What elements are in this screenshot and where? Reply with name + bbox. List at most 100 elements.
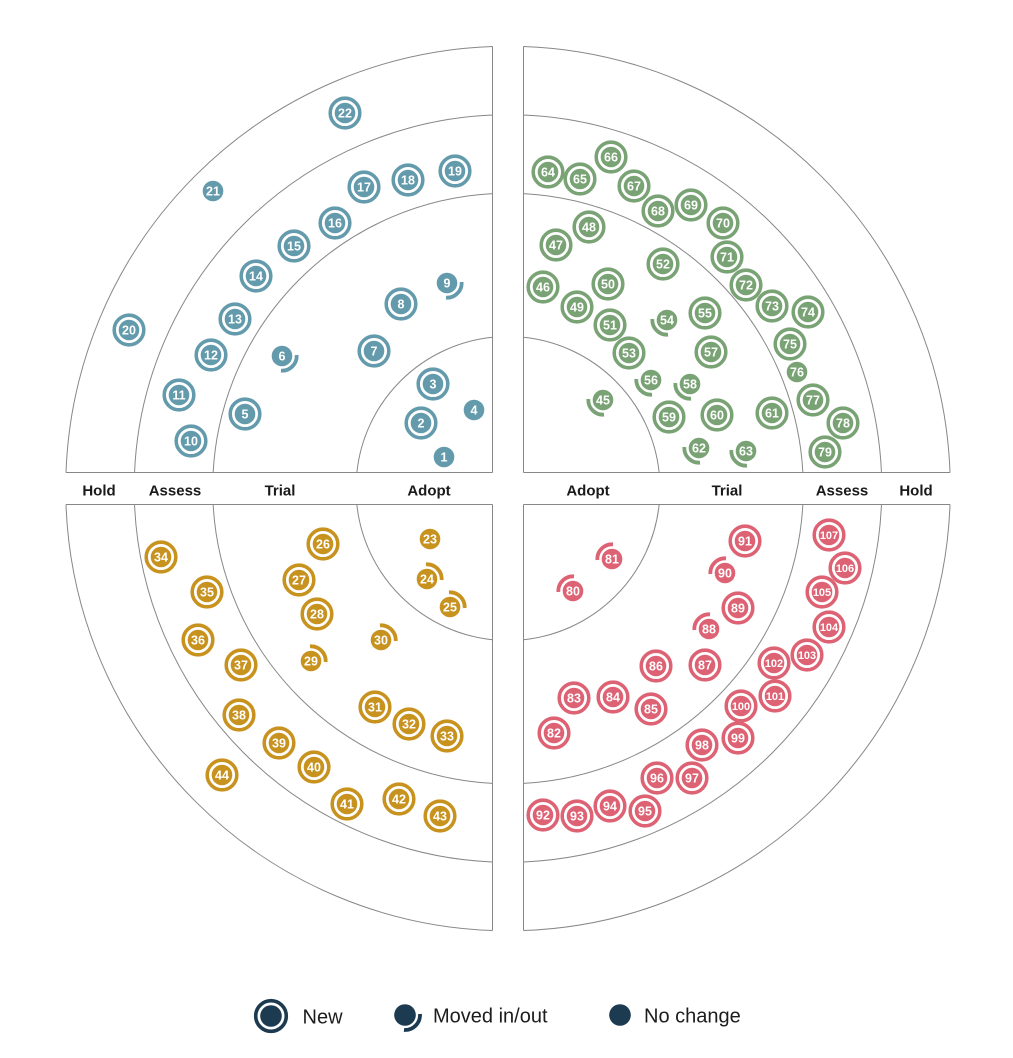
svg-text:30: 30: [374, 634, 388, 648]
svg-text:94: 94: [603, 800, 617, 814]
svg-text:27: 27: [292, 574, 306, 588]
svg-text:78: 78: [836, 417, 850, 431]
svg-text:No change: No change: [644, 1006, 741, 1028]
svg-text:90: 90: [718, 567, 732, 581]
svg-text:18: 18: [401, 174, 415, 188]
svg-text:35: 35: [200, 586, 214, 600]
svg-text:45: 45: [596, 394, 610, 408]
svg-text:99: 99: [731, 732, 745, 746]
svg-text:24: 24: [420, 573, 434, 587]
svg-text:101: 101: [766, 691, 784, 703]
svg-text:17: 17: [357, 181, 371, 195]
svg-text:44: 44: [215, 769, 229, 783]
svg-text:Adopt: Adopt: [566, 483, 609, 500]
svg-text:74: 74: [801, 306, 815, 320]
svg-text:80: 80: [566, 585, 580, 599]
svg-text:New: New: [303, 1007, 344, 1029]
svg-text:10: 10: [184, 435, 198, 449]
svg-text:41: 41: [340, 798, 354, 812]
svg-text:8: 8: [398, 298, 405, 312]
svg-text:107: 107: [820, 530, 838, 542]
svg-text:86: 86: [649, 660, 663, 674]
svg-text:84: 84: [606, 691, 620, 705]
svg-text:96: 96: [650, 772, 664, 786]
svg-text:47: 47: [549, 239, 563, 253]
svg-text:31: 31: [368, 701, 382, 715]
svg-text:91: 91: [738, 535, 752, 549]
svg-text:32: 32: [402, 718, 416, 732]
svg-text:102: 102: [765, 658, 783, 670]
svg-text:Trial: Trial: [712, 483, 743, 500]
svg-text:52: 52: [656, 258, 670, 272]
svg-text:88: 88: [702, 623, 716, 637]
svg-text:54: 54: [660, 314, 674, 328]
svg-text:15: 15: [287, 240, 301, 254]
svg-text:20: 20: [122, 324, 136, 338]
svg-text:103: 103: [798, 650, 816, 662]
svg-text:22: 22: [338, 107, 352, 121]
svg-text:83: 83: [567, 692, 581, 706]
svg-text:21: 21: [206, 185, 220, 199]
svg-text:6: 6: [279, 350, 286, 364]
svg-text:39: 39: [272, 737, 286, 751]
svg-text:Moved in/out: Moved in/out: [433, 1006, 548, 1028]
svg-text:49: 49: [570, 301, 584, 315]
svg-text:58: 58: [683, 378, 697, 392]
svg-text:89: 89: [731, 602, 745, 616]
svg-text:69: 69: [684, 199, 698, 213]
svg-text:67: 67: [627, 180, 641, 194]
svg-text:Adopt: Adopt: [407, 483, 450, 500]
svg-text:33: 33: [440, 730, 454, 744]
svg-text:77: 77: [806, 394, 820, 408]
svg-text:Hold: Hold: [899, 483, 932, 500]
svg-text:2: 2: [418, 417, 425, 431]
svg-text:Assess: Assess: [816, 483, 869, 500]
svg-text:53: 53: [622, 347, 636, 361]
svg-text:55: 55: [698, 307, 712, 321]
svg-text:28: 28: [310, 608, 324, 622]
svg-text:26: 26: [316, 538, 330, 552]
svg-text:37: 37: [234, 659, 248, 673]
svg-text:48: 48: [582, 221, 596, 235]
svg-text:9: 9: [444, 277, 451, 291]
svg-text:72: 72: [739, 279, 753, 293]
svg-text:42: 42: [392, 793, 406, 807]
svg-text:95: 95: [638, 805, 652, 819]
svg-text:36: 36: [191, 634, 205, 648]
svg-text:23: 23: [423, 533, 437, 547]
svg-text:85: 85: [644, 703, 658, 717]
svg-text:38: 38: [232, 709, 246, 723]
svg-text:104: 104: [820, 622, 839, 634]
svg-text:19: 19: [448, 165, 462, 179]
svg-text:56: 56: [644, 374, 658, 388]
svg-text:Hold: Hold: [82, 483, 115, 500]
svg-text:73: 73: [765, 300, 779, 314]
svg-text:Trial: Trial: [265, 483, 296, 500]
svg-text:59: 59: [662, 411, 676, 425]
svg-text:51: 51: [603, 319, 617, 333]
svg-text:1: 1: [441, 451, 448, 465]
svg-text:92: 92: [536, 809, 550, 823]
svg-text:7: 7: [371, 345, 378, 359]
svg-text:81: 81: [605, 553, 619, 567]
svg-text:66: 66: [604, 151, 618, 165]
svg-text:82: 82: [547, 727, 561, 741]
svg-text:62: 62: [692, 442, 706, 456]
svg-text:70: 70: [716, 217, 730, 231]
svg-text:68: 68: [651, 205, 665, 219]
svg-text:40: 40: [307, 761, 321, 775]
svg-text:4: 4: [471, 404, 478, 418]
svg-text:50: 50: [601, 278, 615, 292]
svg-text:65: 65: [573, 173, 587, 187]
svg-text:43: 43: [433, 810, 447, 824]
svg-text:34: 34: [154, 551, 168, 565]
svg-text:106: 106: [836, 563, 854, 575]
svg-text:63: 63: [739, 445, 753, 459]
svg-text:Assess: Assess: [149, 483, 202, 500]
svg-text:57: 57: [704, 346, 718, 360]
svg-text:61: 61: [765, 407, 779, 421]
svg-text:14: 14: [249, 270, 263, 284]
svg-text:97: 97: [685, 772, 699, 786]
svg-text:100: 100: [732, 701, 750, 713]
svg-text:64: 64: [541, 166, 555, 180]
